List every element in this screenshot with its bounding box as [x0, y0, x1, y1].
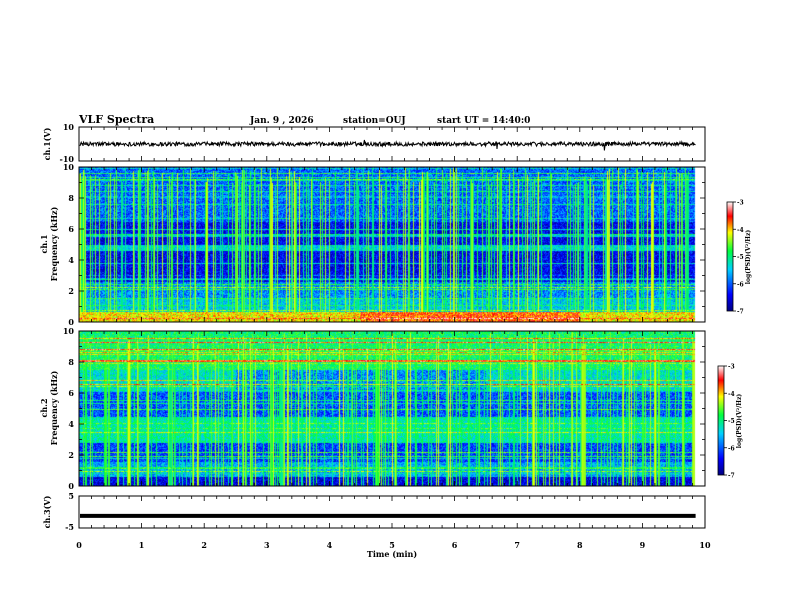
- ch1-colorbar-tick-label: -4: [737, 227, 744, 234]
- ch3-ytick-bottom: -5: [65, 522, 74, 532]
- ch3-waveform-frame: [78, 495, 706, 529]
- ch1-spectrogram-ytick-label: 0: [68, 317, 74, 327]
- ch1-colorbar-gradient: [726, 201, 734, 312]
- time-tick-label: 3: [264, 540, 270, 550]
- time-axis-tick-labels: 0 1 2 3 4 5 6 7 8 9 10: [76, 540, 711, 550]
- time-tick-label: 4: [327, 540, 333, 550]
- ch1-channel-label: ch.1: [39, 234, 49, 253]
- time-tick-label: 7: [514, 540, 520, 550]
- ch2-spectrogram-yticks: 0 2 4 6 8 10: [63, 326, 705, 491]
- ch1-waveform-trace: [79, 139, 696, 151]
- ch1-spectrogram-ytick-label: 4: [68, 255, 74, 265]
- ch1-spectrogram-ytick-label: 6: [68, 224, 74, 234]
- time-tick-label: 1: [139, 540, 145, 550]
- ch2-colorbar: -3 -4 -5 -6 -7 log(PSD)(V²/Hz): [717, 364, 743, 480]
- ch2-colorbar-label: log(PSD)(V²/Hz): [736, 394, 743, 449]
- ch2-spectrogram-ytick-label: 0: [68, 481, 74, 491]
- ch1-waveform-xticks: [78, 127, 706, 161]
- ch2-spectrogram-ytick-label: 2: [68, 450, 74, 460]
- ch1-frequency-label: Frequency (kHz): [49, 206, 59, 281]
- ch2-spectrogram-ytick-label: 4: [68, 419, 74, 429]
- figure-title: VLF Spectra: [78, 113, 154, 126]
- ch1-colorbar-tick-label: -6: [737, 281, 744, 288]
- ch1-spectrogram-panel: 0 2 4 6 8 10 ch.1 Frequency (kHz) -3 -4 -5 -6 -7 …: [39, 162, 752, 327]
- start-ut-label: start UT = 14:40:0: [437, 116, 530, 126]
- ch1-colorbar-tick-label: -7: [737, 309, 744, 316]
- figure-header: VLF Spectra Jan. 9 , 2026 station=OUJ st…: [78, 113, 530, 126]
- ch2-colorbar-gradient: [717, 365, 725, 476]
- ch1-spectrogram-image: [79, 167, 705, 322]
- ch2-colorbar-tick-label: -6: [728, 445, 735, 452]
- ch2-spectrogram-panel: 0 2 4 6 8 10 ch.2 Frequency (kHz) -3 -4 -5 -6 -7 …: [39, 326, 743, 491]
- time-tick-label: 5: [389, 540, 395, 550]
- ch1-waveform-panel: 10 -10 ch.1(V): [42, 122, 706, 164]
- ch2-spectrogram-image: [79, 331, 705, 486]
- time-tick-label: 8: [577, 540, 583, 550]
- ch3-ytick-top: 5: [68, 491, 74, 501]
- ch2-colorbar-ticks: -3 -4 -5 -6 -7: [724, 364, 735, 480]
- ch1-waveform-ylabel: ch.1(V): [42, 127, 52, 160]
- ch1-spectrogram-ytick-label: 2: [68, 286, 74, 296]
- ch1-spectrogram-ytick-label: 8: [68, 193, 74, 203]
- ch3-waveform-ylabel: ch.3(V): [42, 495, 52, 528]
- time-axis-label: Time (min): [367, 549, 417, 559]
- ch2-colorbar-tick-label: -5: [728, 418, 735, 425]
- time-tick-label: 6: [452, 540, 458, 550]
- ch1-colorbar-tick-label: -5: [737, 254, 744, 261]
- time-tick-label: 0: [76, 540, 82, 550]
- ch1-colorbar: -3 -4 -5 -6 -7 log(PSD)(V²/Hz): [726, 200, 752, 316]
- station-label: station=OUJ: [343, 116, 406, 126]
- ch2-colorbar-tick-label: -4: [728, 391, 735, 398]
- ch1-colorbar-ticks: -3 -4 -5 -6 -7: [733, 200, 744, 316]
- ch2-spectrogram-ytick-label: 6: [68, 388, 74, 398]
- ch1-colorbar-label: log(PSD)(V²/Hz): [745, 230, 752, 285]
- ch2-spectrogram-ytick-label: 10: [63, 326, 75, 336]
- ch2-colorbar-tick-label: -3: [728, 364, 735, 371]
- ch2-frequency-label: Frequency (kHz): [49, 370, 59, 445]
- date-label: Jan. 9 , 2026: [249, 116, 314, 126]
- ch3-waveform-xticks: [78, 496, 706, 528]
- time-tick-label: 10: [699, 540, 711, 550]
- ch1-spectrogram-yticks: 0 2 4 6 8 10: [63, 162, 705, 327]
- ch2-channel-label: ch.2: [39, 398, 49, 417]
- ch2-colorbar-tick-label: -7: [728, 473, 735, 480]
- ch2-spectrogram-xticks: [78, 331, 706, 486]
- ch2-spectrogram-ytick-label: 8: [68, 357, 74, 367]
- time-tick-label: 9: [640, 540, 646, 550]
- ch1-spectrogram-xticks: [78, 167, 706, 322]
- ch1-spectrogram-ytick-label: 10: [63, 162, 75, 172]
- time-tick-label: 2: [201, 540, 207, 550]
- ch1-ytick-bottom: -10: [60, 154, 75, 164]
- ch1-colorbar-tick-label: -3: [737, 200, 744, 207]
- ch3-waveform-panel: 5 -5 ch.3(V) 0 1 2 3 4 5 6 7 8 9 10 Time (min): [42, 491, 711, 559]
- ch1-ytick-top: 10: [63, 122, 75, 132]
